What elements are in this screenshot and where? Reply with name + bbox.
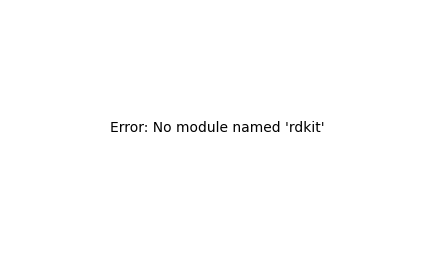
Text: Error: No module named 'rdkit': Error: No module named 'rdkit' [110,121,325,135]
